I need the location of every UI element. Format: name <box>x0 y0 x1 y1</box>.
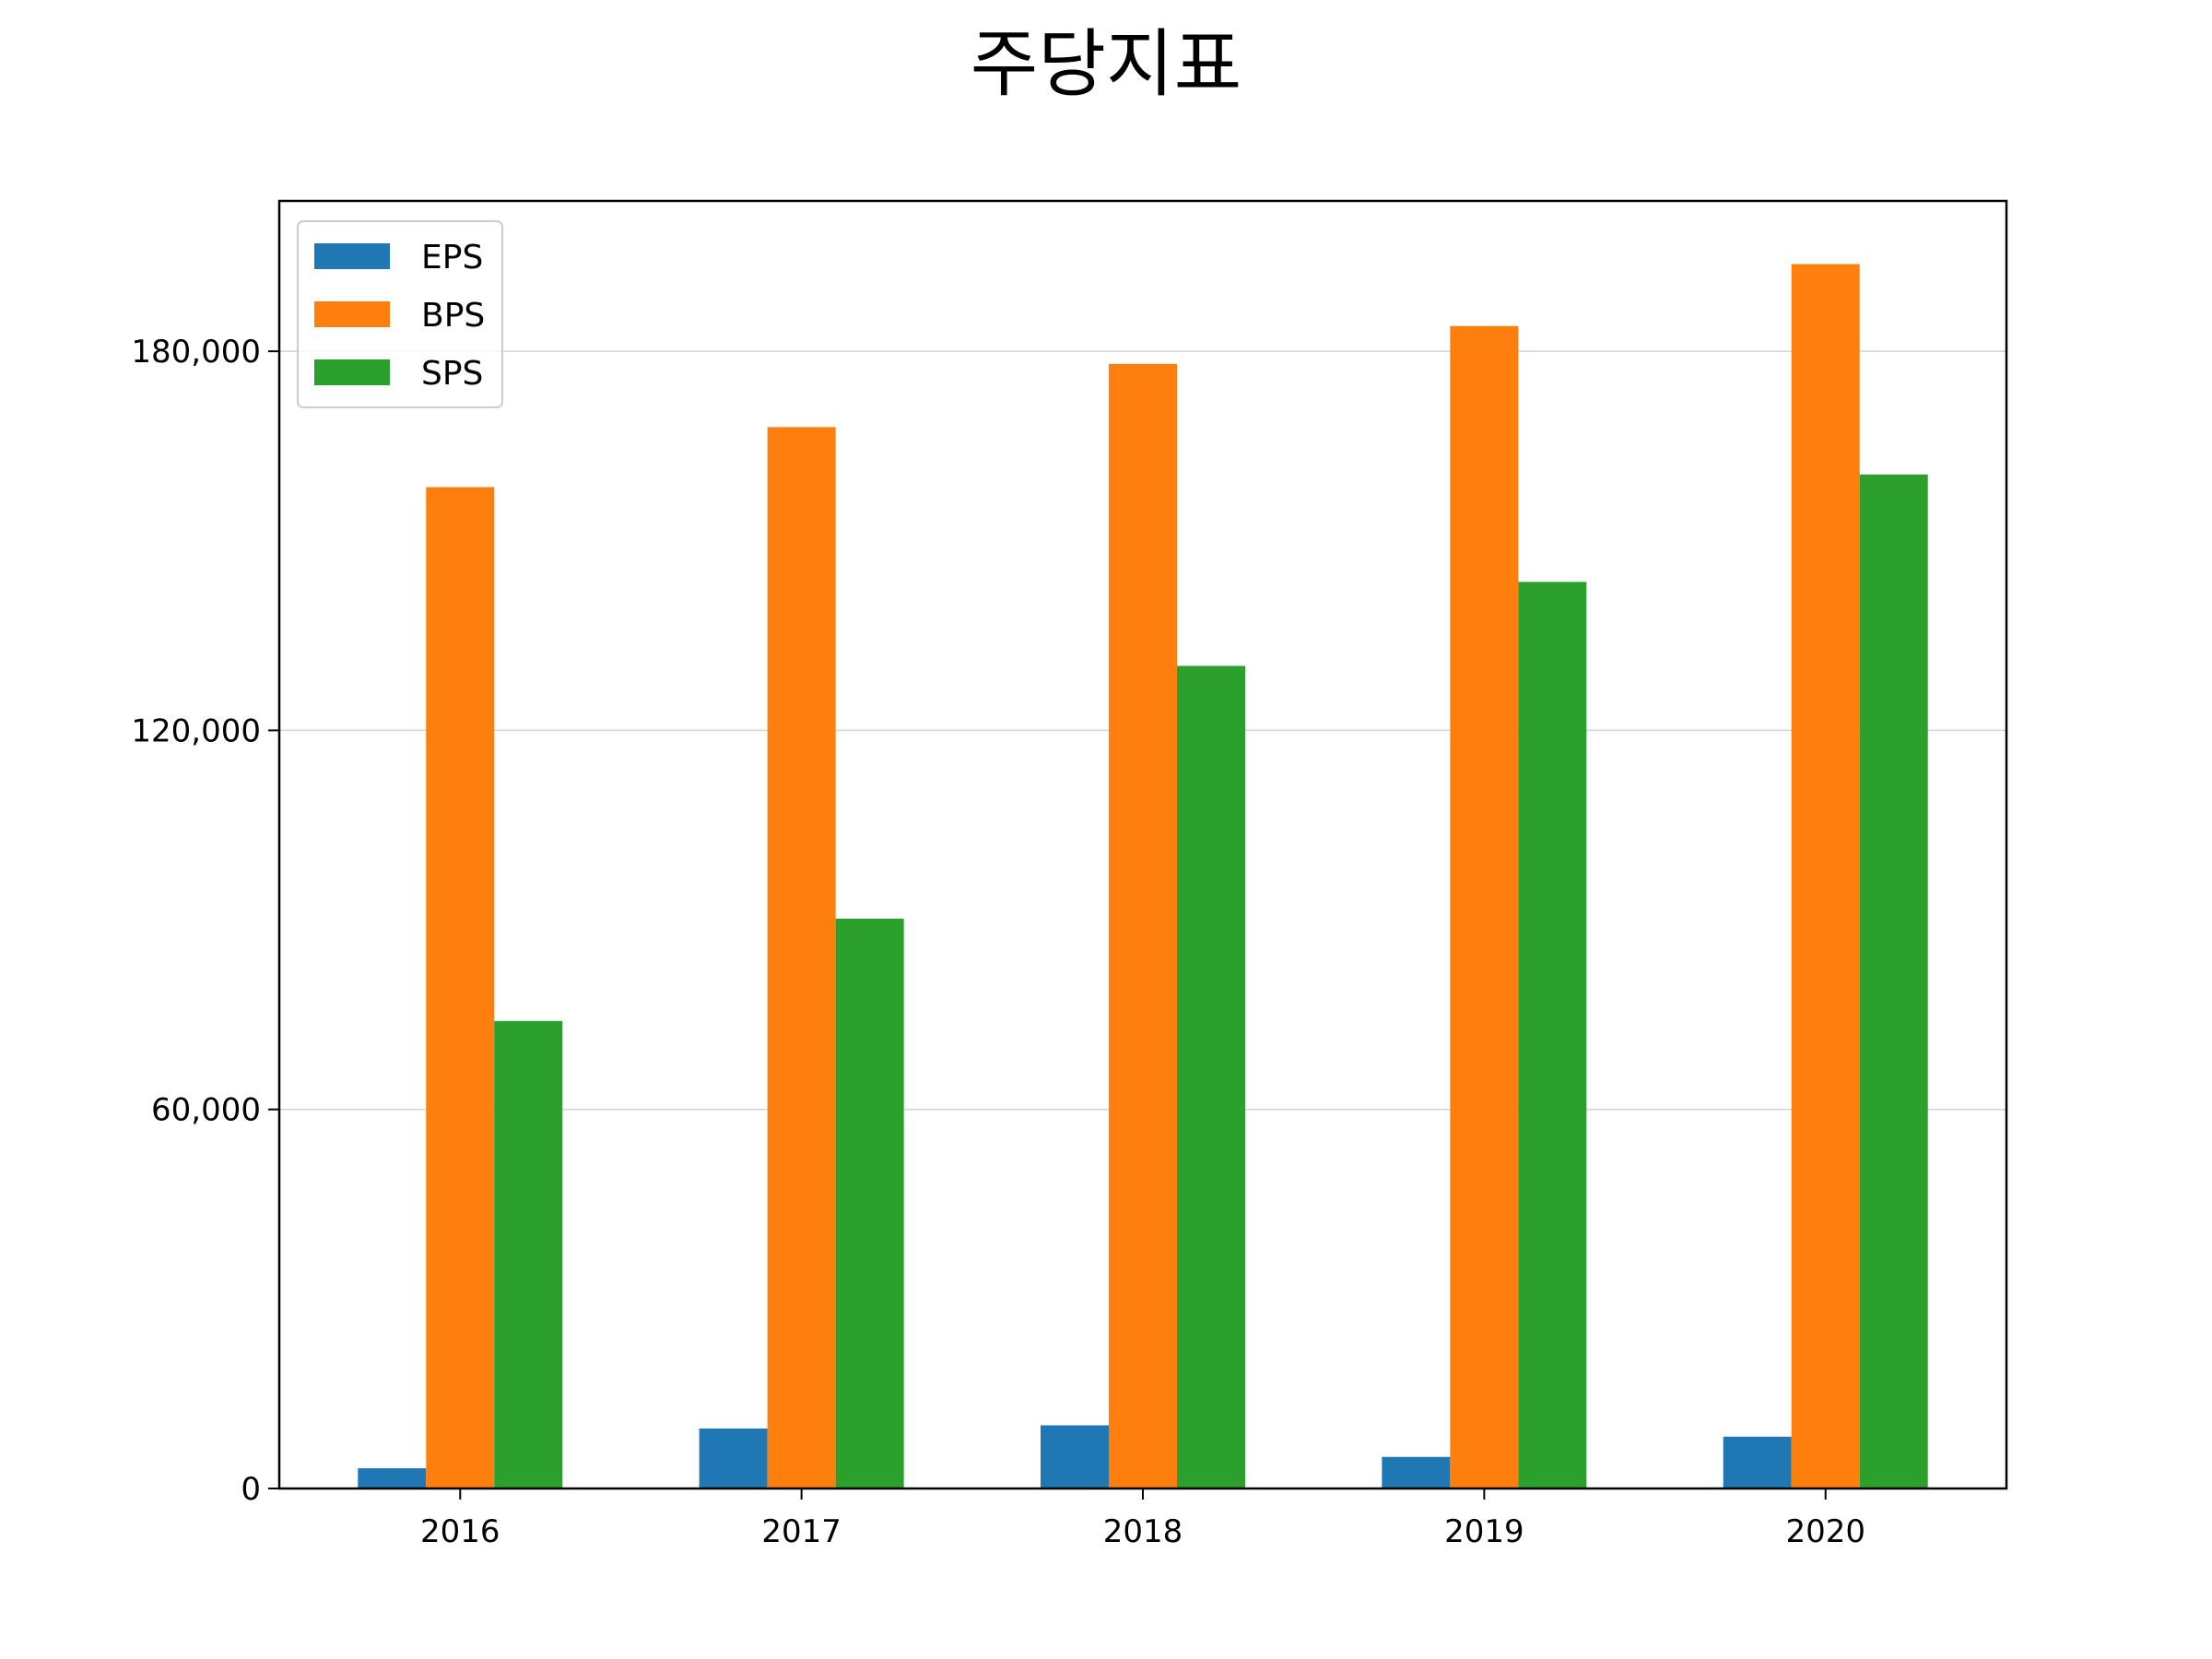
bar-sps-2016 <box>494 1020 563 1488</box>
legend-label-sps: SPS <box>421 355 483 393</box>
x-tick-label: 2020 <box>1785 1513 1865 1550</box>
bar-eps-2017 <box>699 1428 768 1488</box>
legend-label-bps: BPS <box>421 297 485 335</box>
bar-bps-2016 <box>426 487 495 1488</box>
bar-bps-2017 <box>767 427 836 1488</box>
bar-eps-2020 <box>1723 1436 1792 1488</box>
bar-sps-2020 <box>1859 474 1928 1489</box>
legend: EPS BPS SPS <box>297 220 503 408</box>
bar-sps-2017 <box>835 918 904 1488</box>
y-tick-label: 60,000 <box>151 1092 261 1129</box>
bar-sps-2019 <box>1518 582 1587 1488</box>
bar-bps-2020 <box>1791 264 1860 1488</box>
bar-bps-2018 <box>1109 363 1177 1488</box>
y-tick-label: 180,000 <box>131 334 261 371</box>
bar-eps-2016 <box>358 1468 427 1488</box>
x-tick-label: 2016 <box>420 1513 500 1550</box>
x-tick-label: 2019 <box>1444 1513 1524 1550</box>
x-axis: 2016 2017 2018 2019 2020 <box>420 1488 1865 1550</box>
y-axis: 0 60,000 120,000 180,000 <box>131 334 279 1508</box>
y-tick-label: 120,000 <box>131 712 261 749</box>
legend-swatch-bps <box>314 301 390 327</box>
x-tick-label: 2017 <box>761 1513 841 1550</box>
x-tick-label: 2018 <box>1103 1513 1183 1550</box>
y-tick-label: 0 <box>241 1471 261 1508</box>
bar-bps-2019 <box>1450 325 1519 1488</box>
bar-sps-2018 <box>1177 665 1245 1488</box>
chart-title: 주당지표 <box>970 21 1242 107</box>
legend-label-eps: EPS <box>421 239 483 276</box>
legend-swatch-eps <box>314 243 390 269</box>
bars <box>358 264 1928 1489</box>
bar-eps-2019 <box>1382 1456 1451 1488</box>
bar-eps-2018 <box>1041 1425 1109 1488</box>
legend-swatch-sps <box>314 359 390 385</box>
